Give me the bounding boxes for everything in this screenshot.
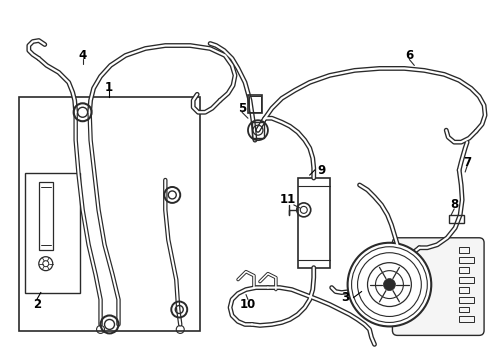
Text: 11: 11 [279,193,295,206]
Bar [458,267,468,273]
Text: 8: 8 [449,198,457,211]
Text: 3: 3 [341,291,349,304]
Bar [25,173,80,293]
Bar [458,316,473,323]
Bar [19,97,200,332]
Bar [39,182,53,250]
Text: 10: 10 [240,298,256,311]
FancyBboxPatch shape [392,238,483,336]
Bar [297,178,329,268]
Text: 5: 5 [237,102,245,115]
Bar [458,306,468,312]
Circle shape [383,279,395,291]
Bar [458,297,473,302]
Bar [458,247,468,253]
Text: 6: 6 [405,49,413,62]
Text: 7: 7 [462,156,470,168]
Bar [247,95,262,113]
Bar [458,287,468,293]
Bar [251,122,264,138]
Bar [448,215,463,223]
Bar [458,276,473,283]
Bar [248,96,261,112]
Circle shape [347,243,430,327]
Text: 4: 4 [79,49,86,62]
Text: 9: 9 [317,163,325,176]
Text: 1: 1 [104,81,112,94]
Text: 2: 2 [33,298,41,311]
Bar [458,257,473,263]
